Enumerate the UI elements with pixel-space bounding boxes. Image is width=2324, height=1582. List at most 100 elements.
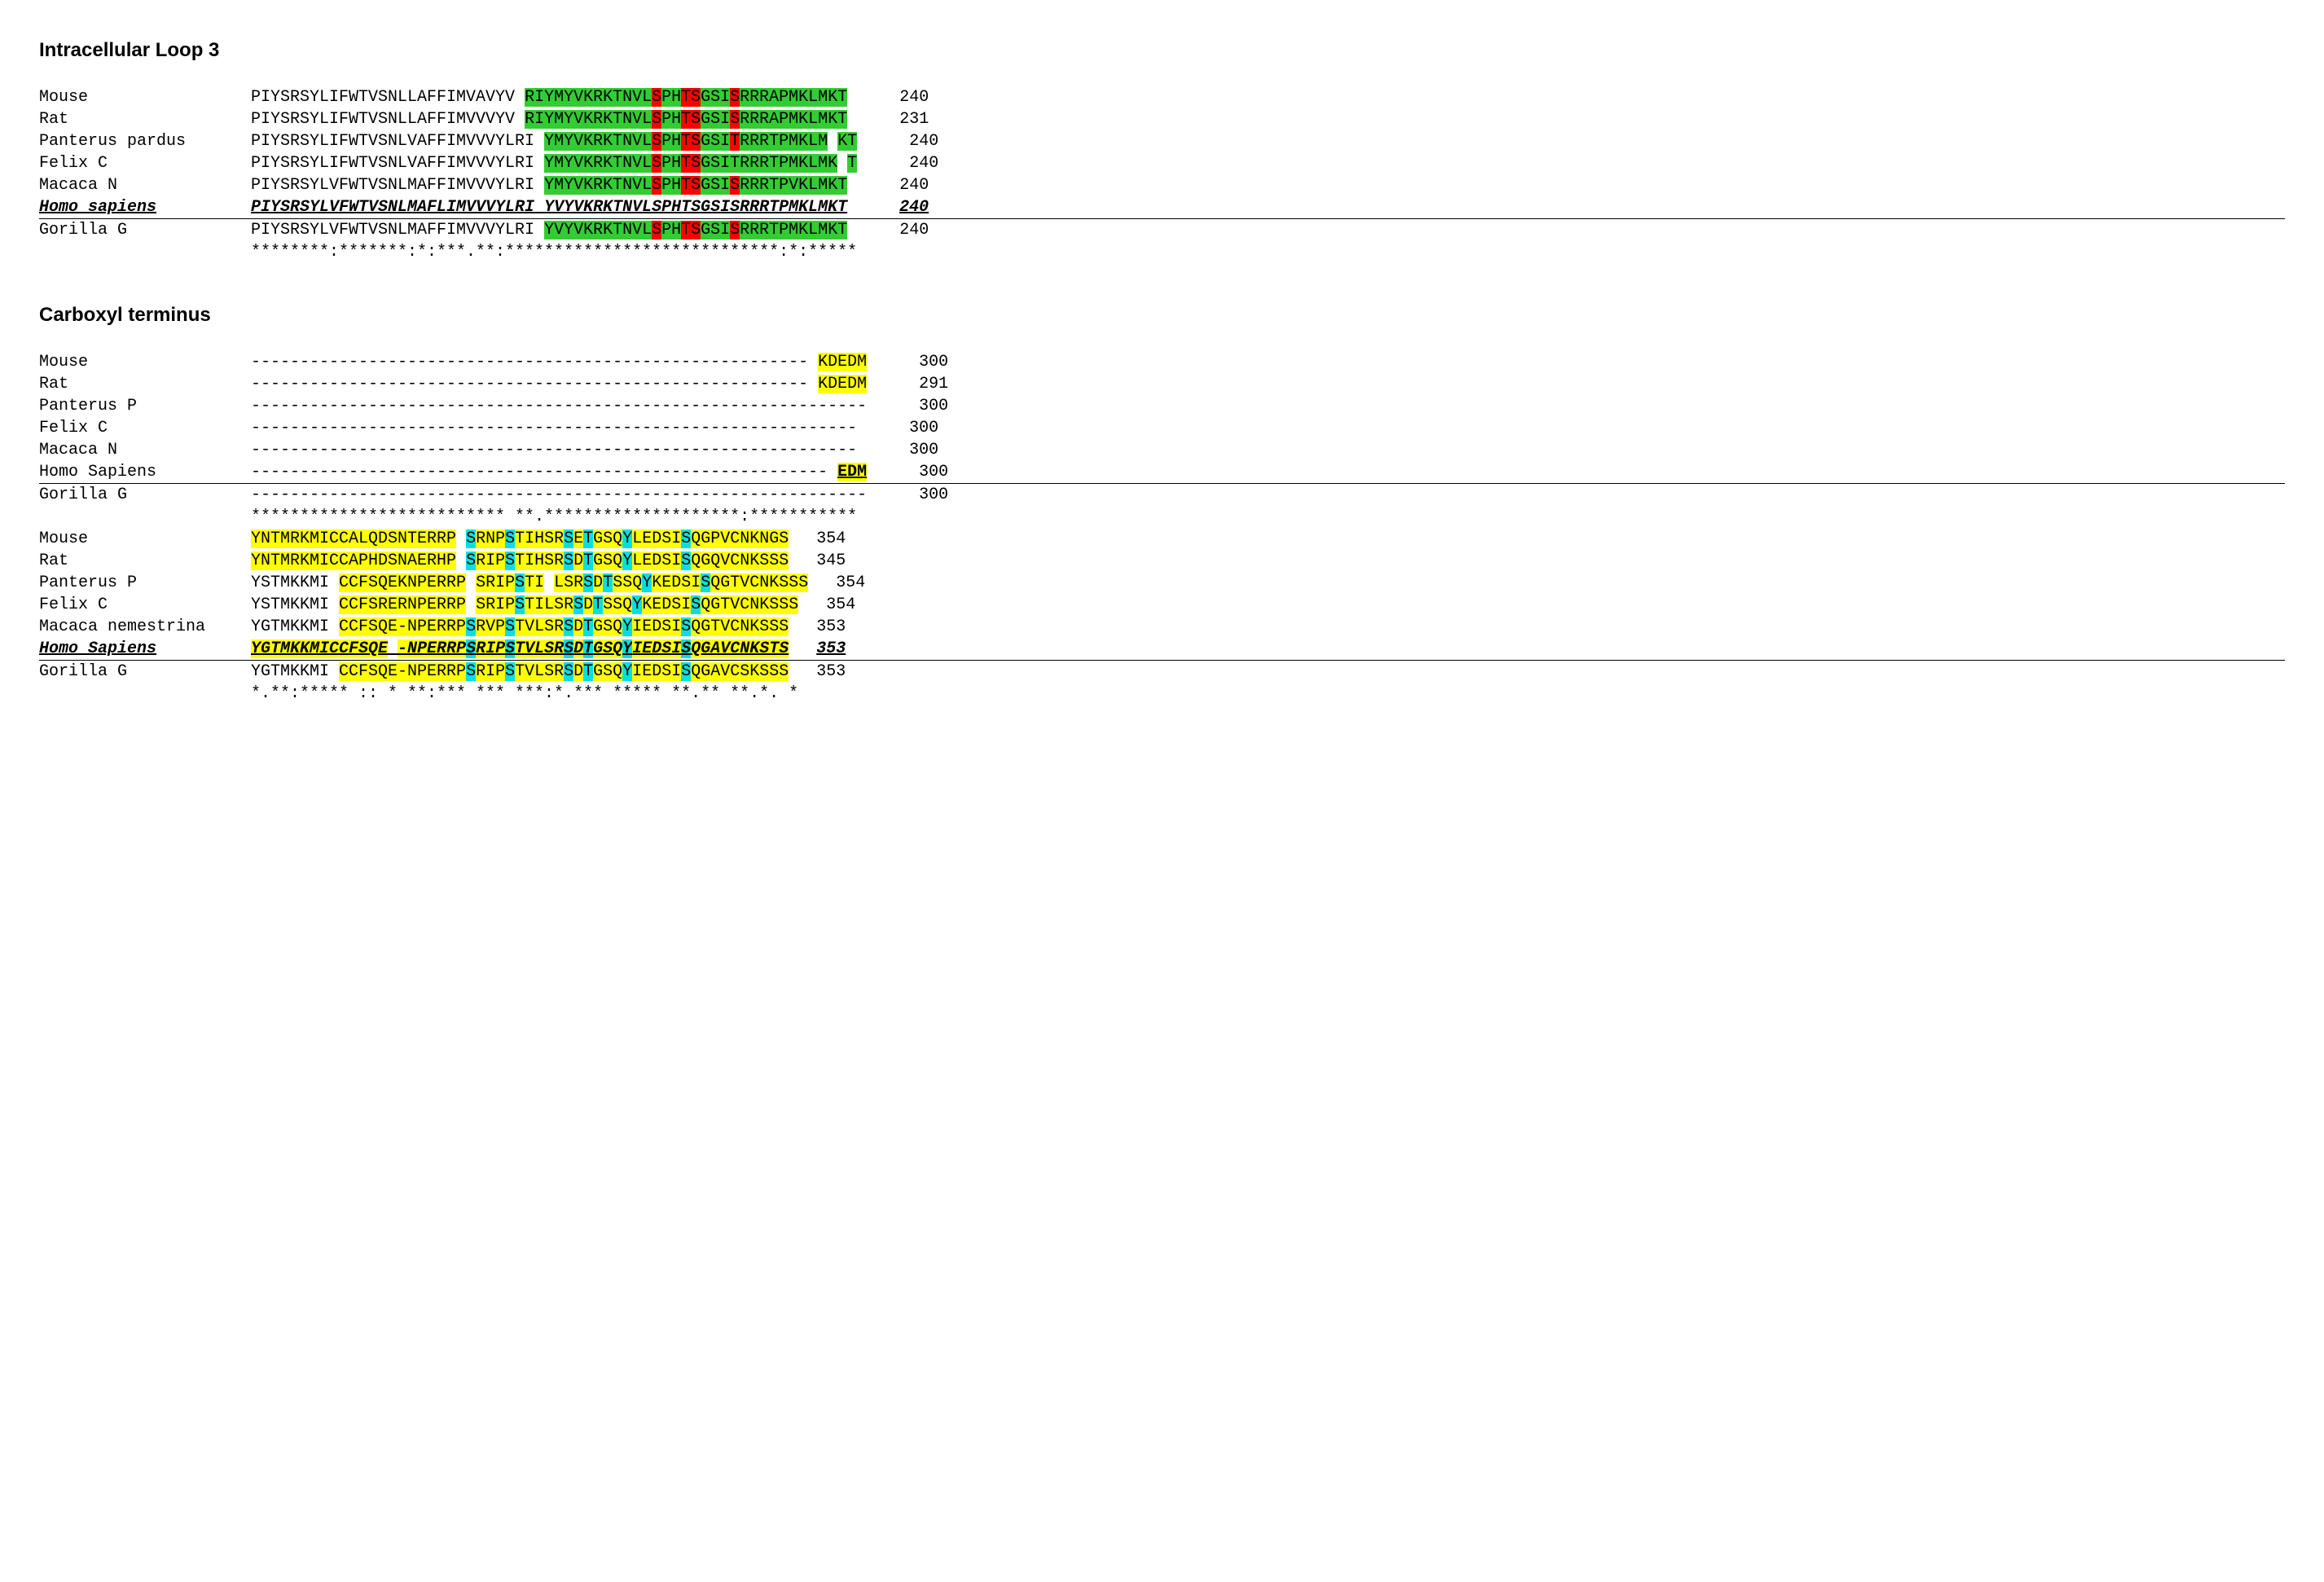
species-label: Macaca N bbox=[39, 439, 251, 461]
residue-chunk: TVLSR bbox=[515, 662, 564, 681]
alignment-row: Felix CYSTMKKMI CCFSRERNPERRP SRIPSTILSR… bbox=[39, 594, 2285, 616]
residue-chunk: SRIP bbox=[476, 573, 515, 592]
residue-chunk: SSQ bbox=[603, 595, 632, 614]
residue-chunk: PH bbox=[661, 221, 681, 239]
residue-chunk: SPHTS bbox=[652, 198, 701, 217]
sequence: PIYSRSYLIFWTVSNLLAFFIMVAVYV RIYMYVKRKTNV… bbox=[251, 86, 847, 108]
sequence: YGTMKKMICCFSQE -NPERRPSRIPSTVLSRSDTGSQYI… bbox=[251, 638, 789, 660]
residue-chunk: ********:*******:*:***.**:**************… bbox=[251, 243, 857, 261]
sequence: YGTMKKMI CCFSQE-NPERRPSRVPSTVLSRSDTGSQYI… bbox=[251, 616, 789, 638]
residue-chunk: QGAVCSKSSS bbox=[691, 662, 789, 681]
residue-chunk: T bbox=[583, 639, 593, 658]
residue-chunk: RRRTPMKLM bbox=[740, 132, 828, 151]
residue-chunk: S bbox=[466, 662, 476, 681]
residue-chunk: PIYSRSYLVFWTVSNLMAFFIMVVVYLRI bbox=[251, 176, 544, 195]
residue-chunk: RIP bbox=[476, 662, 505, 681]
residue-chunk: PH bbox=[661, 88, 681, 107]
species-label: Panterus P bbox=[39, 572, 251, 594]
residue-chunk: EDM bbox=[837, 463, 867, 481]
residue-chunk: YNTMRKMICCAPHDSNAERHP bbox=[251, 552, 456, 570]
alignment-row: Panterus pardusPIYSRSYLIFWTVSNLVAFFIMVVV… bbox=[39, 130, 2285, 152]
residue-chunk: S bbox=[573, 595, 583, 614]
residue-chunk: D bbox=[583, 595, 593, 614]
residue-chunk: -NPERRP bbox=[398, 639, 466, 658]
alignment-row: MousePIYSRSYLIFWTVSNLLAFFIMVAVYV RIYMYVK… bbox=[39, 86, 2285, 108]
sequence: ----------------------------------------… bbox=[251, 417, 857, 439]
residue-chunk: D bbox=[573, 639, 583, 658]
alignment-row: Gorilla G-------------------------------… bbox=[39, 484, 2285, 506]
residue-chunk: S bbox=[652, 221, 661, 239]
residue-chunk: PH bbox=[661, 132, 681, 151]
residue-chunk bbox=[837, 154, 847, 173]
residue-chunk: YGTMKKMI bbox=[251, 662, 339, 681]
residue-chunk: LEDSI bbox=[632, 552, 681, 570]
residue-chunk: S bbox=[505, 662, 515, 681]
residue-chunk: CCFSRERNPERRP bbox=[339, 595, 466, 614]
sequence: ----------------------------------------… bbox=[251, 461, 867, 483]
alignment-row: Rat-------------------------------------… bbox=[39, 373, 2285, 395]
species-label: Macaca N bbox=[39, 174, 251, 196]
residue-chunk: RIYMYVKRKTNVL bbox=[525, 110, 652, 129]
alignment-figure: Intracellular Loop 3MousePIYSRSYLIFWTVSN… bbox=[39, 39, 2285, 705]
sequence: *.**:***** :: * **:*** *** ***:*.*** ***… bbox=[251, 683, 798, 705]
position-number: 353 bbox=[797, 661, 846, 683]
residue-chunk: RVP bbox=[476, 617, 505, 636]
residue-chunk: TS bbox=[681, 132, 701, 151]
residue-chunk: T bbox=[730, 132, 740, 151]
species-label: Mouse bbox=[39, 528, 251, 550]
residue-chunk: GSQ bbox=[593, 617, 622, 636]
position-number: 300 bbox=[899, 395, 948, 417]
species-label: Rat bbox=[39, 550, 251, 572]
residue-chunk: QGQVCNKSSS bbox=[691, 552, 789, 570]
species-label: Mouse bbox=[39, 351, 251, 373]
residue-chunk: Y bbox=[622, 530, 632, 548]
residue-chunk: S bbox=[466, 617, 476, 636]
residue-chunk: YVYVKRKTNVL bbox=[544, 198, 652, 217]
residue-chunk: TS bbox=[681, 88, 701, 107]
sequence: PIYSRSYLIFWTVSNLVAFFIMVVVYLRI YMYVKRKTNV… bbox=[251, 152, 857, 174]
alignment-row: Macaca nemestrinaYGTMKKMI CCFSQE-NPERRPS… bbox=[39, 616, 2285, 638]
species-label: Homo sapiens bbox=[39, 196, 251, 218]
residue-chunk: S bbox=[652, 132, 661, 151]
residue-chunk: D bbox=[573, 617, 583, 636]
alignment-row: RatYNTMRKMICCAPHDSNAERHP SRIPSTIHSRSDTGS… bbox=[39, 550, 2285, 572]
sequence: ----------------------------------------… bbox=[251, 484, 867, 506]
position-number: 354 bbox=[806, 594, 855, 616]
alignment-row: Gorilla GPIYSRSYLVFWTVSNLMAFFIMVVVYLRI Y… bbox=[39, 219, 2285, 241]
residue-chunk: T bbox=[603, 573, 613, 592]
residue-chunk: S bbox=[652, 88, 661, 107]
sequence: YSTMKKMI CCFSRERNPERRP SRIPSTILSRSDTSSQY… bbox=[251, 594, 798, 616]
position-number: 300 bbox=[890, 417, 938, 439]
residue-chunk: PIYSRSYLIFWTVSNLLAFFIMVVVYV bbox=[251, 110, 525, 129]
alignment-row: Homo SapiensYGTMKKMICCFSQE -NPERRPSRIPST… bbox=[39, 638, 2285, 661]
section-title: Intracellular Loop 3 bbox=[39, 39, 2285, 62]
residue-chunk: SSQ bbox=[613, 573, 642, 592]
sequence: ********:*******:*:***.**:**************… bbox=[251, 241, 857, 263]
alignment-row: ************************** **.**********… bbox=[39, 506, 2285, 528]
position-number: 231 bbox=[880, 108, 929, 130]
residue-chunk: S bbox=[652, 154, 661, 173]
residue-chunk: GSI bbox=[701, 132, 730, 151]
sequence: PIYSRSYLIFWTVSNLLAFFIMVVVYV RIYMYVKRKTNV… bbox=[251, 108, 847, 130]
position-number: 300 bbox=[899, 484, 948, 506]
residue-chunk: YNTMRKMICCALQDSNTERRP bbox=[251, 530, 456, 548]
residue-chunk: TIHSR bbox=[515, 552, 564, 570]
position-number: 300 bbox=[899, 461, 948, 483]
residue-chunk: RIYMYVKRKTNVL bbox=[525, 88, 652, 107]
residue-chunk: S bbox=[564, 662, 573, 681]
residue-chunk: LEDSI bbox=[632, 530, 681, 548]
residue-chunk: GSQ bbox=[593, 662, 622, 681]
position-number: 300 bbox=[899, 351, 948, 373]
residue-chunk: ************************** **.**********… bbox=[251, 508, 857, 526]
alignment-row: Homo sapiensPIYSRSYLVFWTVSNLMAFLIMVVVYLR… bbox=[39, 196, 2285, 219]
alignment-row: RatPIYSRSYLIFWTVSNLLAFFIMVVVYV RIYMYVKRK… bbox=[39, 108, 2285, 130]
sequence: ----------------------------------------… bbox=[251, 439, 857, 461]
residue-chunk: S bbox=[681, 662, 691, 681]
residue-chunk: PIYSRSYLIFWTVSNLVAFFIMVVVYLRI bbox=[251, 154, 544, 173]
sequence: PIYSRSYLVFWTVSNLMAFLIMVVVYLRI YVYVKRKTNV… bbox=[251, 196, 847, 218]
sequence: ----------------------------------------… bbox=[251, 373, 867, 395]
sequence: YNTMRKMICCALQDSNTERRP SRNPSTIHSRSETGSQYL… bbox=[251, 528, 789, 550]
species-label: Panterus pardus bbox=[39, 130, 251, 152]
residue-chunk: S bbox=[681, 617, 691, 636]
residue-chunk: S bbox=[681, 530, 691, 548]
